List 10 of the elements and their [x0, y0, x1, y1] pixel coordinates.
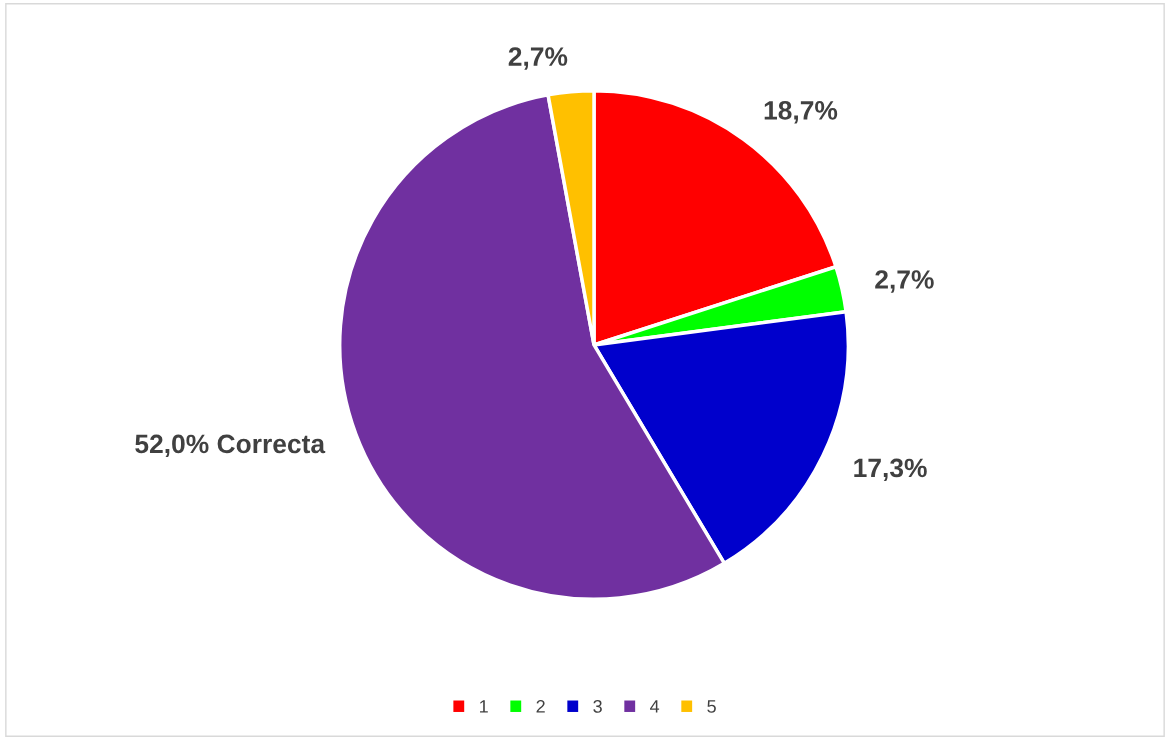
- legend-label: 3: [593, 700, 602, 713]
- data-label: 2,7%: [875, 270, 934, 293]
- data-label: 17,3%: [854, 458, 927, 482]
- data-label: 2,7%: [508, 47, 568, 70]
- legend-label: 5: [707, 700, 716, 713]
- data-label: 18,7%: [764, 101, 838, 124]
- legend-label: 4: [650, 700, 660, 713]
- legend-label: 1: [480, 700, 488, 713]
- legend-label: 2: [536, 700, 545, 713]
- data-label: 52,0% Correcta: [135, 434, 326, 458]
